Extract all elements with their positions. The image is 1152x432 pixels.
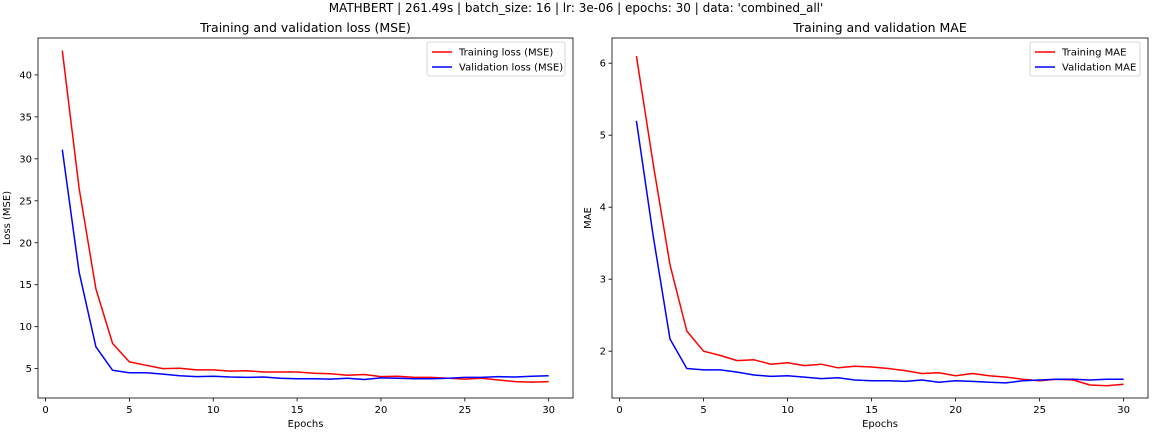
mae-legend: Training MAE Validation MAE	[1029, 41, 1141, 77]
mae-axes-frame	[611, 37, 1149, 399]
mae-xtick-label: 25	[1033, 405, 1046, 416]
loss-series-line-0	[61, 50, 549, 383]
mae-ylabel: MAE	[583, 207, 594, 229]
loss-series-line-1	[61, 149, 549, 381]
mae-title: Training and validation MAE	[792, 20, 967, 35]
mae-ytick-label: 2	[600, 347, 606, 358]
loss-ytick-label: 35	[19, 112, 32, 123]
loss-title: Training and validation loss (MSE)	[199, 20, 411, 35]
loss-ytick-label: 20	[19, 238, 32, 249]
loss-legend-box	[426, 41, 566, 77]
loss-ylabel: Loss (MSE)	[2, 191, 13, 245]
loss-panel: 0 5 10 15 20 25 30 5 10 15 20 25 30 35 40 Training and …	[2, 20, 574, 430]
mae-panel: 0 5 10 15 20 25 30 2 3 4 5 6 Training and validation…	[583, 20, 1149, 430]
loss-ytick-label: 15	[19, 280, 32, 291]
mae-ytick-label: 5	[600, 131, 606, 142]
loss-legend-label-0: Training loss (MSE)	[458, 48, 553, 59]
mae-ytick-label: 4	[600, 203, 606, 214]
mae-xtick-label: 10	[781, 405, 794, 416]
mae-xtick-label: 20	[949, 405, 962, 416]
mae-xlabel: Epochs	[862, 419, 898, 430]
mae-xtick-label: 30	[1117, 405, 1130, 416]
loss-ytick-label: 30	[19, 154, 32, 165]
mae-ytick-label: 3	[600, 275, 606, 286]
mae-series-line-1	[635, 120, 1124, 384]
mae-series-line-0	[635, 55, 1124, 387]
loss-ytick-label: 5	[26, 364, 32, 375]
mae-legend-label-1: Validation MAE	[1062, 63, 1136, 74]
loss-xlabel: Epochs	[288, 419, 324, 430]
loss-ytick-label: 25	[19, 196, 32, 207]
loss-xtick-label: 0	[42, 405, 48, 416]
mae-ytick-label: 6	[600, 59, 606, 70]
loss-xtick-label: 20	[375, 405, 388, 416]
loss-ytick-label: 40	[19, 70, 32, 81]
mae-legend-label-0: Training MAE	[1061, 48, 1126, 59]
mae-xtick-label: 0	[616, 405, 622, 416]
mae-legend-box	[1029, 41, 1141, 77]
loss-ytick-label: 10	[19, 322, 32, 333]
loss-legend: Training loss (MSE) Validation loss (MSE)	[426, 41, 566, 77]
loss-legend-label-1: Validation loss (MSE)	[459, 63, 563, 74]
loss-axes-frame	[37, 37, 574, 399]
mae-xtick-label: 15	[865, 405, 878, 416]
loss-xtick-label: 5	[126, 405, 132, 416]
loss-xtick-label: 15	[291, 405, 304, 416]
loss-xtick-label: 30	[542, 405, 555, 416]
loss-xtick-label: 10	[207, 405, 220, 416]
figure-suptitle: MATHBERT | 261.49s | batch_size: 16 | lr…	[328, 1, 824, 15]
loss-xtick-label: 25	[458, 405, 471, 416]
mae-xtick-label: 5	[700, 405, 706, 416]
